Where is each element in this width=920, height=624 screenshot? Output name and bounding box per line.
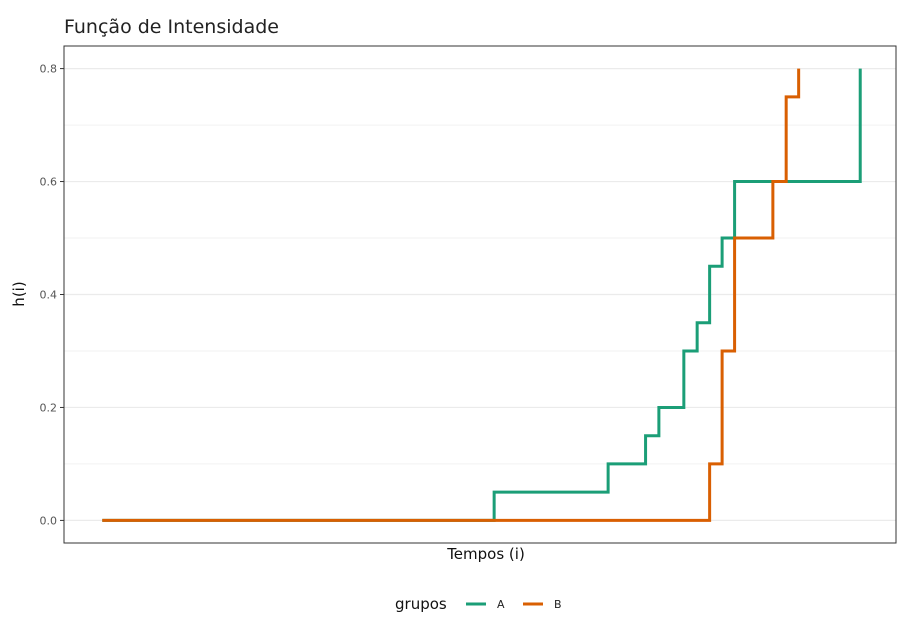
y-tick-label: 0.4 [40,289,58,302]
x-axis-title: Tempos (i) [446,545,525,563]
grid [64,69,896,521]
chart-title: Função de Intensidade [64,16,279,38]
legend-label-b: B [554,598,562,611]
y-tick-label: 0.6 [40,176,58,189]
legend-label-a: A [497,598,505,611]
y-tick-label: 0.8 [40,63,58,76]
y-axis-title: h(i) [10,281,28,306]
legend: grupos A B [395,595,562,613]
y-tick-label: 0.0 [40,514,58,527]
y-axis: 0.0 0.2 0.4 0.6 0.8 [40,63,65,528]
legend-title: grupos [395,595,447,613]
y-tick-label: 0.2 [40,401,58,414]
